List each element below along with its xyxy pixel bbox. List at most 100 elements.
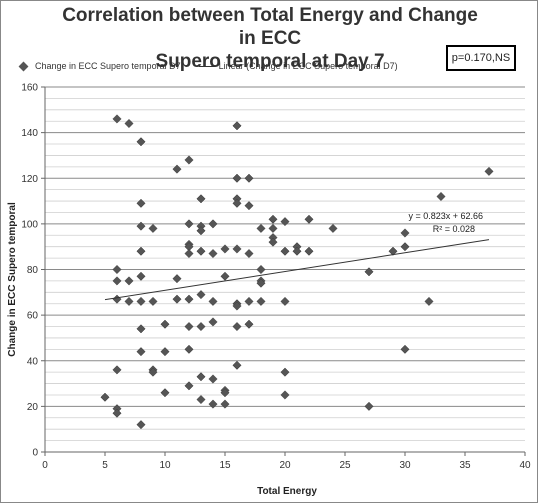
legend-item-series: Change in ECC Supero temporal D7	[18, 61, 181, 71]
x-tick-label: 35	[459, 460, 471, 471]
y-tick-label: 60	[27, 311, 39, 322]
x-tick-label: 40	[519, 460, 531, 471]
data-point	[124, 118, 134, 129]
data-point	[400, 344, 410, 354]
y-axis-title: Change in ECC Supero temporal	[7, 202, 18, 357]
data-point	[148, 296, 158, 306]
y-tick-label: 140	[21, 128, 38, 139]
y-tick-label: 80	[27, 265, 39, 276]
x-tick-label: 15	[219, 460, 231, 471]
data-point	[172, 274, 182, 284]
data-point	[184, 248, 194, 259]
legend-series-label: Change in ECC Supero temporal D7	[35, 61, 181, 71]
data-point	[136, 347, 146, 357]
data-point	[292, 246, 302, 256]
data-point	[208, 317, 218, 327]
data-point	[436, 191, 446, 202]
chart-title-line2: Supero temporal at Day 7	[155, 51, 385, 72]
data-point	[304, 246, 314, 256]
data-point	[136, 198, 146, 208]
chart-title: Correlation between Total Energy and Cha…	[60, 4, 480, 73]
trendline-group: y = 0.823x + 62.66 R² = 0.028	[104, 211, 490, 301]
data-point	[196, 394, 206, 405]
chart-title-line1: Correlation between Total Energy and Cha…	[62, 5, 478, 49]
data-point	[196, 372, 206, 382]
data-point	[400, 228, 410, 238]
data-point	[208, 296, 218, 306]
axis-labels: Total Energy Change in ECC Supero tempora…	[7, 202, 317, 497]
data-point	[232, 173, 242, 183]
data-point	[112, 114, 122, 124]
data-point	[400, 242, 410, 252]
data-point	[232, 198, 242, 208]
data-point	[232, 360, 242, 370]
data-point	[136, 296, 146, 306]
data-point	[148, 223, 158, 233]
data-point	[280, 367, 290, 377]
data-point	[244, 319, 254, 329]
data-point	[256, 264, 266, 275]
data-point	[184, 344, 194, 354]
data-point	[112, 365, 122, 375]
x-tick-label: 30	[399, 460, 411, 471]
data-point	[388, 246, 398, 256]
data-point	[364, 267, 374, 277]
data-point	[136, 137, 146, 147]
data-point	[208, 219, 218, 229]
y-tick-label: 20	[27, 402, 39, 413]
data-point	[136, 271, 146, 281]
data-point	[244, 173, 254, 183]
data-point	[328, 223, 338, 233]
legend-trend-label: Linear (Change in ECC Supero temporal D7…	[218, 61, 398, 71]
data-point	[232, 301, 242, 311]
data-point	[136, 246, 146, 256]
data-point	[172, 164, 182, 174]
data-point	[280, 390, 290, 400]
legend-item-trendline: Linear (Change in ECC Supero temporal D7…	[198, 61, 398, 71]
y-tick-label: 120	[21, 174, 38, 185]
data-point	[184, 381, 194, 391]
data-point	[232, 121, 242, 131]
p-value-box: p=0.170,NS	[446, 45, 516, 71]
x-tick-label: 0	[42, 460, 48, 471]
data-point	[232, 244, 242, 254]
data-point	[100, 392, 110, 402]
x-tick-label: 5	[102, 460, 108, 471]
data-point	[124, 276, 134, 286]
data-points	[100, 114, 494, 430]
data-point	[256, 296, 266, 306]
data-point	[136, 221, 146, 231]
data-point	[256, 278, 266, 288]
data-point	[220, 244, 230, 254]
y-tick-label: 160	[21, 83, 38, 94]
trendline-marker-icon	[198, 65, 215, 67]
data-point	[208, 248, 218, 259]
data-point	[148, 367, 158, 377]
data-point	[304, 214, 314, 224]
data-point	[220, 399, 230, 409]
data-point	[280, 246, 290, 256]
data-point	[184, 219, 194, 229]
data-point	[424, 296, 434, 306]
data-point	[208, 399, 218, 409]
data-point	[232, 321, 242, 332]
data-point	[160, 388, 170, 398]
data-point	[484, 166, 494, 176]
data-point	[184, 155, 194, 165]
data-point	[196, 321, 206, 332]
data-point	[112, 408, 122, 418]
data-point	[268, 237, 278, 247]
trendline	[104, 239, 490, 301]
data-point	[256, 223, 266, 233]
data-point	[112, 276, 122, 286]
data-point	[172, 294, 182, 304]
data-point	[208, 374, 218, 384]
y-tick-label: 100	[21, 219, 38, 230]
data-point	[184, 321, 194, 332]
data-point	[124, 296, 134, 306]
y-tick-label: 40	[27, 356, 39, 367]
data-point	[244, 201, 254, 211]
axes: 0 20 40 60 80 100 120 140 160 0 5 10 15 20 25 30 35 40	[21, 83, 531, 472]
data-point	[364, 401, 374, 411]
